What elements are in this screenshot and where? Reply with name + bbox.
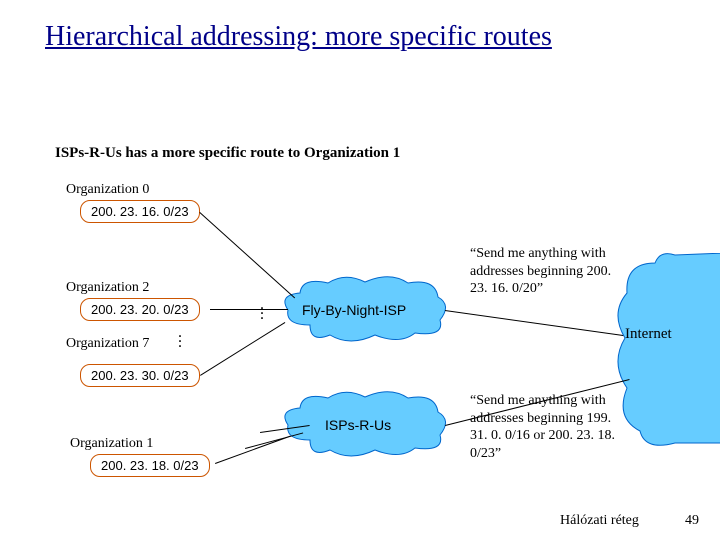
org0-label: Organization 0 (66, 182, 149, 198)
fly-isp-label: Fly-By-Night-ISP (302, 302, 406, 318)
org2-label: Organization 2 (66, 280, 149, 296)
org0-prefix-pill: 200. 23. 16. 0/23 (80, 200, 200, 223)
subtitle: ISPs-R-Us has a more specific route to O… (55, 145, 400, 162)
footer-section: Hálózati réteg (560, 513, 639, 529)
org1-label: Organization 1 (70, 436, 153, 452)
org7-prefix-pill: 200. 23. 30. 0/23 (80, 364, 200, 387)
vdots-icon: ... (178, 330, 182, 345)
org2-prefix-pill: 200. 23. 20. 0/23 (80, 298, 200, 321)
org7-label: Organization 7 (66, 336, 149, 352)
connector-line (199, 212, 295, 298)
org1-prefix-pill: 200. 23. 18. 0/23 (90, 454, 210, 477)
internet-cloud (615, 253, 720, 453)
connector-line (200, 322, 285, 376)
quote-rus: “Send me anything with addresses beginni… (470, 392, 620, 462)
connector-line (210, 309, 288, 310)
page-title: Hierarchical addressing: more specific r… (45, 20, 595, 54)
internet-label: Internet (625, 326, 672, 343)
connector-line (445, 310, 623, 336)
isps-rus-label: ISPs-R-Us (325, 417, 391, 433)
page-number: 49 (685, 513, 699, 529)
quote-fly: “Send me anything with addresses beginni… (470, 245, 620, 298)
